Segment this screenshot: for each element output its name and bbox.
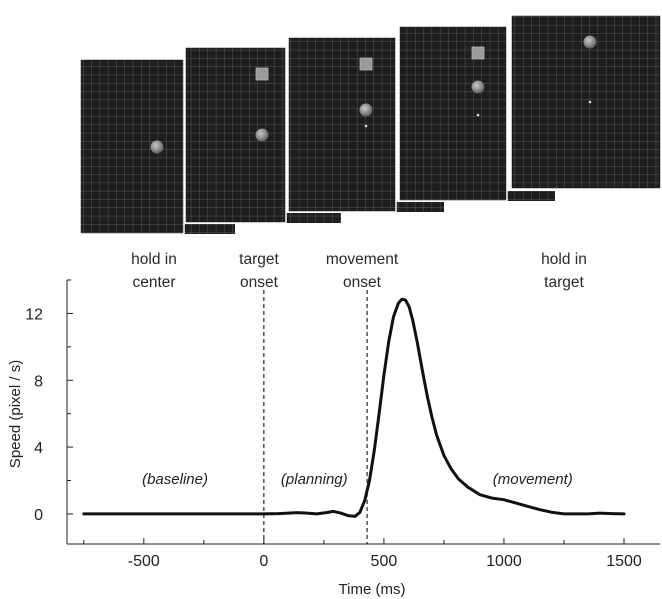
task-frame-3: [287, 36, 444, 213]
frame-grid-screen: [287, 36, 397, 213]
task-frame-1: [79, 58, 235, 235]
phase-label-movement-onset-line2: onset: [343, 274, 382, 291]
speed-trace-line: [82, 297, 626, 518]
x-tick-label: 1000: [486, 553, 522, 570]
phase-label-target-onset-line1: target: [239, 251, 279, 268]
x-tick-label: -500: [128, 553, 160, 570]
frame-grid-screen: [79, 58, 185, 235]
y-tick-label: 0: [34, 507, 43, 524]
center-dot-icon: [588, 100, 592, 104]
cursor-ball-icon: [471, 80, 485, 94]
speed-chart: 0 4 8 12 -500 0 500 1000 1500 (baseline) (plannin…: [7, 279, 660, 598]
event-markers: [263, 290, 368, 544]
task-frame-2: [184, 46, 341, 224]
center-dot-icon: [364, 124, 368, 128]
speed-trace-group: [82, 297, 626, 518]
task-frame-sequence: [79, 14, 662, 235]
y-tick-label: 8: [34, 373, 43, 390]
cursor-ball-icon: [255, 128, 269, 142]
y-axis-title: Speed (pixel / s): [7, 360, 24, 468]
phase-label-hold-target-line1: hold in: [541, 251, 587, 268]
y-tick-label: 4: [34, 440, 43, 457]
cursor-ball-icon: [359, 103, 373, 117]
x-tick-label: 0: [259, 553, 268, 570]
y-tick-label: 12: [25, 306, 43, 323]
phase-label-hold-target-line2: target: [544, 274, 584, 291]
epoch-label: (planning): [281, 471, 348, 488]
chart-axes: 0 4 8 12 -500 0 500 1000 1500: [25, 279, 660, 570]
target-square-icon: [359, 57, 373, 71]
cursor-ball-icon: [150, 140, 164, 154]
center-dot-icon: [476, 113, 480, 117]
cursor-ball-icon: [583, 35, 597, 49]
task-frame-4: [398, 25, 555, 202]
phase-labels: hold in center target onset movement ons…: [131, 251, 587, 291]
phase-label-hold-center-line2: center: [132, 274, 175, 291]
x-tick-label: 500: [371, 553, 398, 570]
epoch-label: (movement): [493, 471, 573, 488]
epoch-labels: (baseline) (planning) (movement): [142, 471, 573, 488]
frame-grid-screen: [184, 46, 287, 224]
phase-label-movement-onset-line1: movement: [326, 251, 399, 268]
target-square-icon: [471, 46, 485, 60]
phase-label-target-onset-line2: onset: [240, 274, 279, 291]
target-square-icon: [255, 67, 269, 81]
phase-label-hold-center-line1: hold in: [131, 251, 177, 268]
x-axis-title: Time (ms): [339, 581, 406, 598]
epoch-label: (baseline): [142, 471, 208, 488]
x-tick-label: 1500: [606, 553, 642, 570]
frame-grid-screen: [398, 25, 508, 202]
task-frame-5: [510, 14, 662, 190]
